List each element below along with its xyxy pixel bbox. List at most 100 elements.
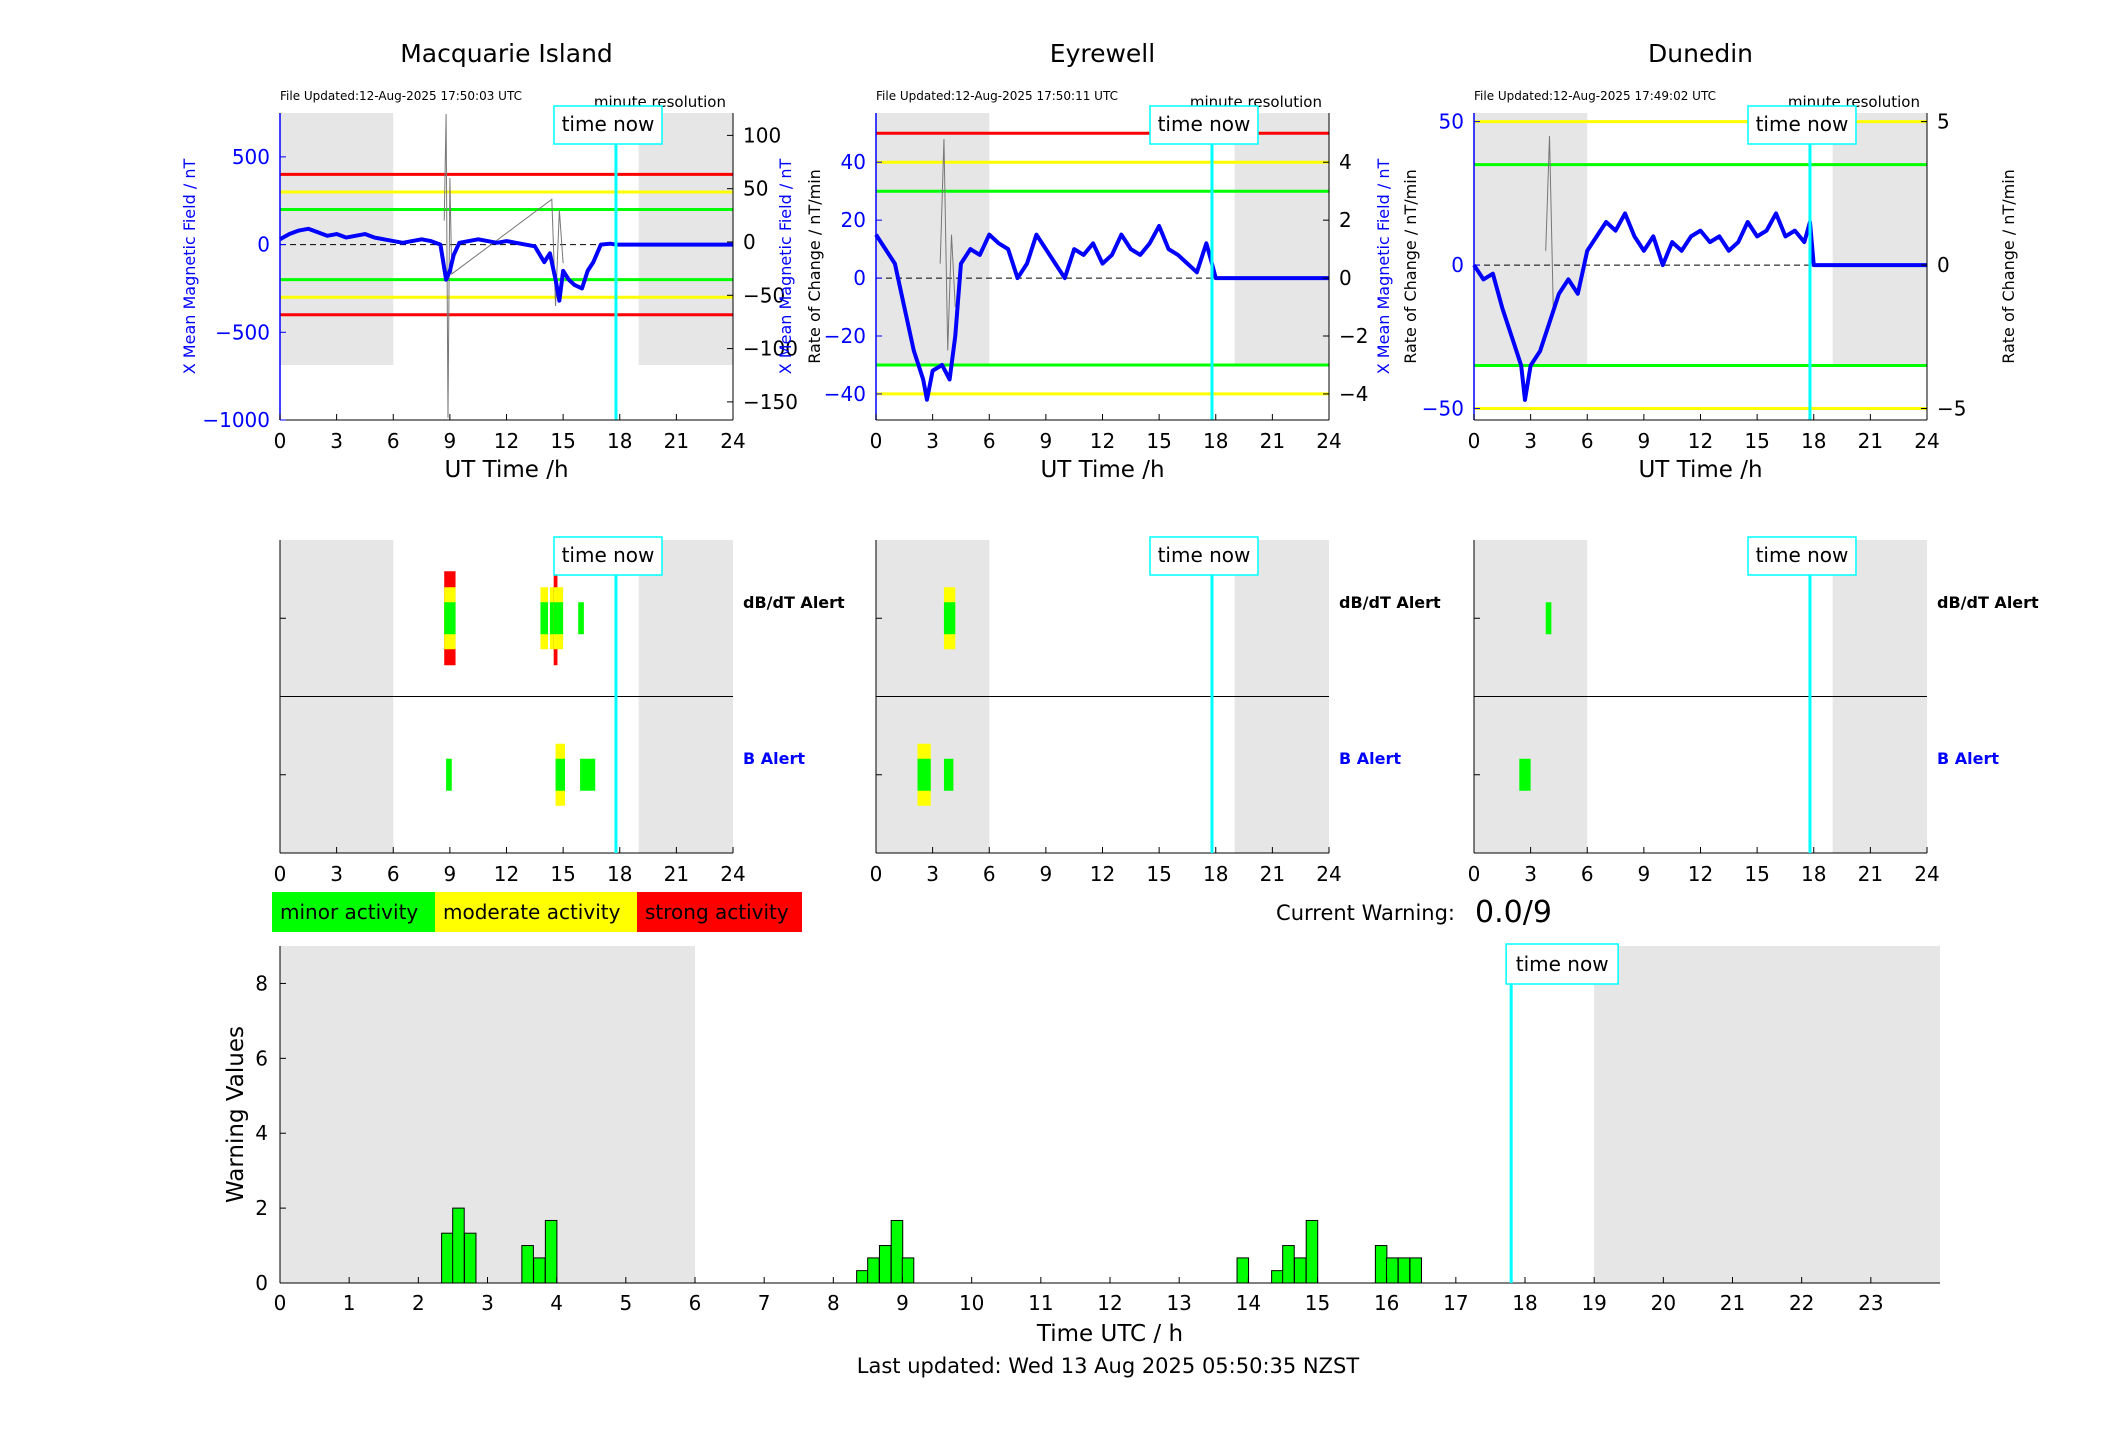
station-panel-1: Eyrewell File Updated:12-Aug-2025 17:50:1…: [776, 39, 1441, 886]
time-now-box: [1149, 536, 1259, 576]
x-tick-label: 3: [926, 429, 939, 453]
x-tick-label: 21: [1858, 862, 1883, 886]
y-left-tick-label: −500: [215, 320, 270, 344]
y-tick-label: 8: [255, 971, 268, 995]
x-tick-label: 24: [720, 862, 745, 886]
alert-mark-minor: [540, 602, 549, 635]
x-tick-label: 12: [494, 429, 519, 453]
x-axis-label: UT Time /h: [444, 457, 568, 483]
y-axis-label: Warning Values: [223, 1026, 249, 1203]
time-now-box: [1747, 536, 1857, 576]
x-tick-label: 21: [1260, 429, 1285, 453]
x-tick-label: 14: [1236, 1291, 1261, 1315]
x-tick-label: 22: [1789, 1291, 1814, 1315]
warning-bar: [856, 1270, 869, 1284]
y-left-tick-label: −50: [1422, 397, 1464, 421]
legend-label-1: moderate activity: [443, 900, 621, 924]
warning-bar: [867, 1257, 880, 1284]
warning-bar: [1236, 1257, 1250, 1284]
alert-mark-minor: [578, 602, 584, 635]
file-updated-text: File Updated:12-Aug-2025 17:49:02 UTC: [1474, 89, 1716, 103]
y-right-tick-label: −5: [1937, 397, 1966, 421]
warning-bar: [1409, 1257, 1422, 1284]
x-tick-label: 6: [1581, 862, 1594, 886]
night-shade: [1474, 113, 1588, 365]
alert-panel: time now dB/dT Alert B Alert 0 3 6 9 12 15 18 21 24: [1468, 536, 2039, 886]
y-tick-label: 4: [255, 1121, 268, 1145]
b-alert-label: B Alert: [1339, 749, 1401, 768]
time-now-label: time now: [1158, 112, 1251, 136]
night-shade: [876, 113, 990, 365]
magnetic-field-line: [279, 226, 733, 303]
x-tick-label: 12: [1097, 1291, 1122, 1315]
y-left-tick-label: −1000: [202, 408, 270, 432]
time-now-label: time now: [1756, 112, 1849, 136]
x-tick-label: 0: [1468, 862, 1481, 886]
x-tick-label: 6: [689, 1291, 702, 1315]
y-tick-label: 6: [255, 1046, 268, 1070]
x-tick-label: 9: [1040, 429, 1053, 453]
warning-bar: [1282, 1245, 1295, 1284]
rate-of-change-line: [443, 114, 564, 418]
y-left-tick-label: 0: [1451, 253, 1464, 277]
time-now-box: [1505, 943, 1619, 985]
night-shade: [1234, 113, 1329, 365]
warning-bar: [890, 1219, 904, 1284]
legend-swatch-0: [272, 892, 435, 932]
x-tick-label: 9: [444, 429, 457, 453]
y-left-tick-label: 0: [853, 266, 866, 290]
x-tick-label: 21: [664, 429, 689, 453]
y-left-tick-label: 50: [1439, 110, 1464, 134]
x-tick-label: 13: [1166, 1291, 1191, 1315]
y-right-tick-label: −4: [1339, 382, 1368, 406]
time-now-label: time now: [1756, 543, 1849, 567]
x-tick-label: 5: [619, 1291, 632, 1315]
x-tick-label: 12: [1688, 862, 1713, 886]
y-right-tick-label: −150: [743, 390, 798, 414]
alert-mark-minor: [1545, 602, 1552, 635]
x-tick-label: 18: [1203, 862, 1228, 886]
x-tick-label: 6: [1581, 429, 1594, 453]
x-tick-label: 9: [1638, 862, 1651, 886]
x-tick-label: 3: [1524, 862, 1537, 886]
dbdt-alert-label: dB/dT Alert: [1339, 593, 1441, 612]
y-right-tick-label: 0: [1937, 253, 1950, 277]
x-tick-label: 24: [720, 429, 745, 453]
x-tick-label: 3: [1524, 429, 1537, 453]
y-right-tick-label: −50: [743, 283, 785, 307]
night-shade: [1832, 113, 1927, 365]
b-alert-label: B Alert: [743, 749, 805, 768]
magnetic-field-line: [874, 223, 1329, 402]
x-tick-label: 16: [1374, 1291, 1399, 1315]
x-tick-label: 15: [1744, 429, 1769, 453]
time-now-box: [1149, 105, 1259, 145]
x-tick-label: 3: [330, 429, 343, 453]
y-left-axis-label: X Mean Magnetic Field / nT: [776, 159, 795, 375]
x-tick-label: 15: [550, 429, 575, 453]
warning-bar: [463, 1232, 477, 1284]
time-now-label: time now: [1158, 543, 1251, 567]
y-right-axis-label: Rate of Change / nT/min: [1401, 169, 1420, 364]
time-now-label: time now: [1516, 952, 1609, 976]
x-tick-label: 9: [444, 862, 457, 886]
x-tick-label: 0: [870, 862, 883, 886]
alert-mark-minor: [917, 758, 931, 791]
x-tick-label: 18: [1801, 429, 1826, 453]
x-tick-label: 12: [494, 862, 519, 886]
warning-bar: [1271, 1270, 1284, 1284]
y-left-tick-label: −20: [824, 324, 866, 348]
y-right-tick-label: 0: [1339, 266, 1352, 290]
x-tick-label: 3: [330, 862, 343, 886]
y-left-tick-label: 500: [232, 145, 270, 169]
x-tick-label: 23: [1858, 1291, 1883, 1315]
rate-of-change-line: [1545, 135, 1554, 309]
x-tick-label: 0: [274, 429, 287, 453]
y-left-tick-label: 40: [841, 150, 866, 174]
x-tick-label: 24: [1316, 429, 1341, 453]
b-alert-label: B Alert: [1937, 749, 1999, 768]
current-warning: Current Warning: 0.0/9: [1276, 895, 1552, 930]
alert-mark-minor: [555, 758, 566, 791]
x-tick-label: 15: [1305, 1291, 1330, 1315]
x-axis-label: Time UTC / h: [1036, 1321, 1183, 1347]
